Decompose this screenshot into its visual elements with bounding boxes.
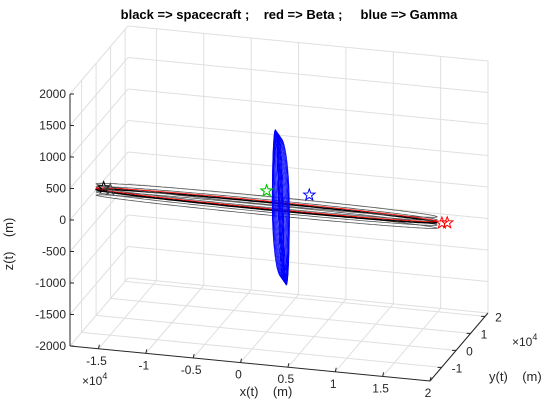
- x-tick-label: 1.5: [372, 381, 389, 395]
- grid-line: [69, 246, 129, 315]
- z-tick-label: -500: [42, 245, 66, 259]
- grid-line: [69, 120, 129, 189]
- x-tick-mark: [240, 358, 243, 363]
- grid-line: [69, 57, 129, 126]
- spacecraft-orbit-line: [95, 191, 438, 226]
- spacecraft-orbit-line: [95, 188, 438, 224]
- y-axis-line: [429, 312, 489, 382]
- x-tick-mark: [429, 376, 432, 382]
- z-tick-label: -1000: [35, 276, 66, 290]
- y-tick-label: 1: [481, 327, 488, 341]
- x-tick-mark: [97, 344, 100, 349]
- y-axis-multiplier: ×104: [512, 332, 537, 349]
- grid-line: [287, 298, 347, 368]
- x-tick-label: 0: [235, 368, 242, 382]
- grid-line: [69, 277, 129, 347]
- y-axis-label: y(t) (m): [489, 369, 542, 384]
- x-tick-label: -0.5: [181, 363, 202, 377]
- grid-line: [81, 331, 442, 368]
- x-axis-multiplier: ×104: [82, 371, 107, 388]
- z-axis-label: z(t) (m): [1, 218, 16, 271]
- grid-lines: [69, 25, 489, 382]
- z-tick-label: -2000: [35, 339, 66, 353]
- z-tick-label: 500: [46, 182, 66, 196]
- beta-marker: [434, 215, 449, 230]
- grid-line: [127, 57, 489, 93]
- spacecraft-marker: [103, 182, 118, 196]
- data-traces: [95, 129, 455, 286]
- grid-line: [127, 277, 489, 314]
- axes-lines: [69, 93, 489, 382]
- x-tick-mark: [145, 349, 148, 354]
- spacecraft-start-marker: [96, 180, 111, 194]
- x-tick-label: 2: [425, 386, 432, 400]
- x-tick-mark: [382, 372, 385, 377]
- z-tick-label: 1500: [39, 119, 66, 133]
- grid-line: [127, 246, 489, 282]
- grid-line: [127, 88, 489, 125]
- center-marker: [259, 183, 274, 197]
- grid-line: [240, 294, 299, 363]
- grid-line: [192, 289, 252, 359]
- grid-line: [110, 297, 471, 334]
- z-tick-labels: -2000 -1500 -1000 -500 0 500 1000 1500 2000: [35, 87, 66, 353]
- grid-line: [69, 214, 129, 284]
- series-gamma: [271, 129, 290, 286]
- grid-line: [127, 120, 489, 156]
- grid-line: [127, 151, 489, 188]
- x-tick-mark: [287, 363, 290, 368]
- x-axis-label: x(t) (m): [240, 384, 293, 399]
- grid-line: [145, 285, 205, 354]
- grid-line: [125, 280, 486, 317]
- y-tick-label: -1: [452, 361, 463, 375]
- x-tick-mark: [192, 353, 195, 359]
- grid-line: [96, 314, 457, 351]
- gamma-orbit-line: [277, 134, 285, 281]
- y-tick-label: 0: [466, 344, 473, 358]
- x-tick-label: -1: [138, 358, 149, 372]
- chart-title: black => spacecraft ; red => Beta ; blue…: [121, 7, 458, 22]
- x-tick-label: 0.5: [278, 372, 295, 386]
- grid-line: [69, 88, 129, 158]
- z-tick-label: 2000: [39, 87, 66, 101]
- grid-line: [69, 25, 129, 95]
- beta-orbit-line: [95, 187, 438, 223]
- spacecraft-orbit-line: [95, 186, 438, 221]
- grid-line: [127, 214, 489, 251]
- grid-line: [334, 303, 394, 373]
- x-tick-label: -1.5: [86, 354, 107, 368]
- beta-marker: [440, 215, 455, 229]
- grid-line: [382, 308, 442, 377]
- series-beta: [95, 187, 438, 223]
- x-tick-labels: -1.5 -1 -0.5 0 0.5 1 1.5 2: [86, 354, 432, 400]
- grid-line: [98, 280, 157, 350]
- x-tick-label: 1: [330, 377, 337, 391]
- point-markers: [96, 180, 455, 230]
- x-axis-line: [69, 345, 431, 382]
- z-tick-label: 0: [59, 213, 66, 227]
- z-tick-label: -1500: [35, 308, 66, 322]
- gamma-marker: [302, 187, 317, 202]
- gamma-orbit-line: [277, 132, 285, 282]
- grid-line: [69, 183, 129, 252]
- y-tick-label: 2: [495, 310, 502, 324]
- z-tick-label: 1000: [39, 150, 66, 164]
- series-spacecraft: [95, 182, 438, 229]
- x-tick-mark: [334, 367, 337, 372]
- spacecraft-orbit-line: [95, 182, 438, 218]
- grid-line: [127, 25, 489, 62]
